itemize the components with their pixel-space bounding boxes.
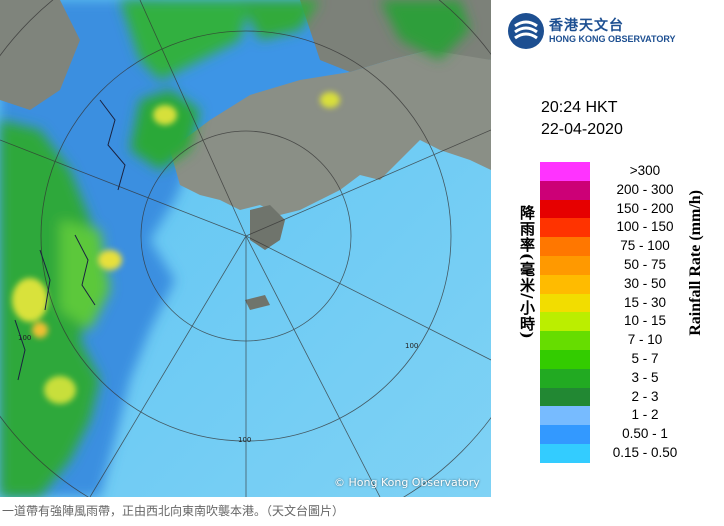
legend-swatch — [540, 312, 590, 332]
ring-label: 100 — [18, 334, 31, 342]
caption-text: 一道帶有強陣風雨帶，正由西北向東南吹襲本港。（天文台圖片） — [2, 504, 345, 518]
logo-english: HONG KONG OBSERVATORY — [549, 34, 676, 44]
legend-label: 200 - 300 — [616, 181, 674, 197]
land-mass — [0, 0, 491, 310]
range-rings — [0, 0, 491, 497]
legend-label: 3 - 5 — [631, 369, 659, 385]
legend-swatch — [540, 180, 590, 200]
legend-label: 7 - 10 — [627, 332, 663, 348]
legend-label: 0.15 - 0.50 — [612, 444, 678, 460]
legend-swatch — [540, 331, 590, 350]
logo-chinese: 香港天文台 — [549, 18, 624, 34]
legend-panel: 香港天文台 HONG KONG OBSERVATORY 20:24 HKT 22… — [491, 0, 724, 497]
legend-swatch — [540, 218, 590, 238]
legend-swatch — [540, 255, 590, 275]
legend-swatch — [540, 162, 590, 181]
legend-label: 150 - 200 — [616, 200, 674, 216]
legend-swatch — [540, 387, 590, 407]
legend-swatch — [540, 237, 590, 256]
legend-label: 0.50 - 1 — [622, 426, 668, 442]
legend-swatch — [540, 368, 590, 388]
legend-label: 100 - 150 — [616, 219, 674, 235]
legend-swatch — [540, 443, 590, 463]
legend-swatch — [540, 406, 590, 426]
timestamp-time: 20:24 HKT — [541, 99, 618, 116]
timestamp-date: 22-04-2020 — [541, 121, 623, 138]
legend-label: 15 - 30 — [623, 294, 667, 310]
radar-map: 100 100 100 © Hong Kong Observatory — [0, 0, 491, 497]
ring-label: 100 — [405, 342, 418, 350]
legend-label: 75 - 100 — [620, 238, 670, 254]
legend-swatch — [540, 274, 590, 294]
color-scale — [540, 162, 590, 463]
legend-title-chinese: 降雨率(毫米/小時) — [518, 205, 536, 340]
legend-label: 1 - 2 — [631, 407, 659, 423]
legend-swatch — [540, 199, 590, 219]
legend-swatch — [540, 425, 590, 444]
scale-labels: >300 200 - 300 150 - 200 100 - 150 75 - 100 5… — [595, 162, 695, 463]
rain-echo-yellow — [12, 92, 340, 404]
legend-title-english: Rainfall Rate (mm/h) — [687, 190, 704, 336]
ring-label: 100 — [238, 436, 251, 444]
legend-label: 50 - 75 — [623, 256, 667, 272]
legend-label: 30 - 50 — [623, 275, 667, 291]
observatory-emblem-icon — [508, 13, 544, 49]
squall-lines — [14, 99, 126, 381]
legend-label: 10 - 15 — [623, 313, 667, 329]
legend-label: >300 — [629, 163, 661, 178]
caption-bar: 一道帶有強陣風雨帶，正由西北向東南吹襲本港。（天文台圖片） — [0, 497, 724, 526]
legend-label: 2 - 3 — [631, 388, 659, 404]
legend-swatch — [540, 349, 590, 369]
legend-swatch — [540, 293, 590, 313]
observatory-logo: 香港天文台 HONG KONG OBSERVATORY — [507, 12, 717, 52]
copyright-text: © Hong Kong Observatory — [334, 476, 480, 489]
legend-label: 5 - 7 — [631, 350, 659, 366]
